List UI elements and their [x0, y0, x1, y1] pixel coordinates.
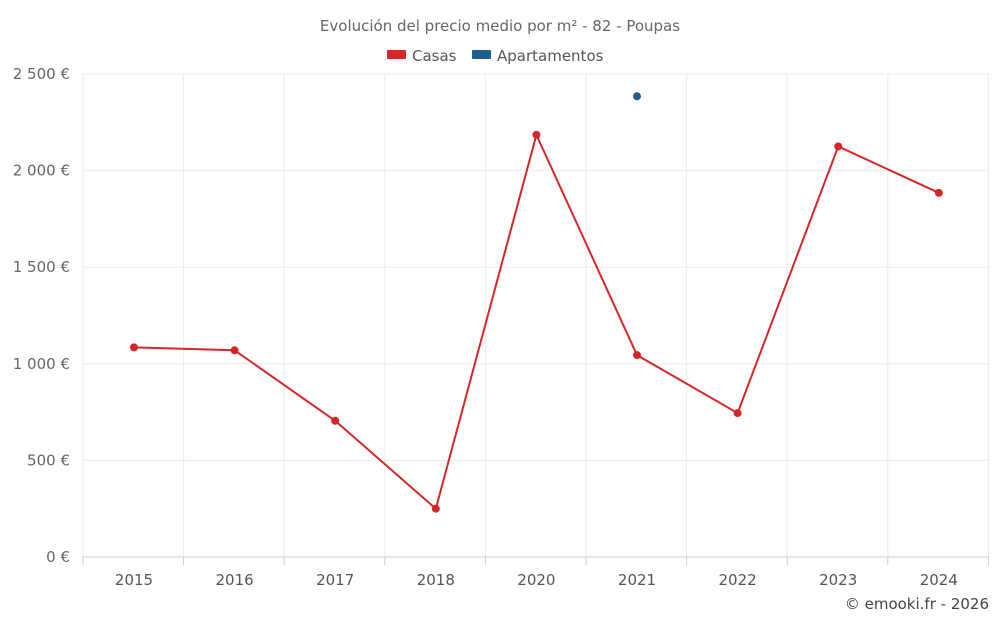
- x-tick-label: 2017: [316, 571, 354, 589]
- x-tick-label: 2023: [819, 571, 857, 589]
- series-layer: [130, 92, 943, 513]
- y-tick-label: 2 500 €: [13, 65, 70, 83]
- data-point-apartamentos-2021[interactable]: [633, 92, 641, 101]
- chart-legend: Casas Apartamentos: [387, 47, 604, 65]
- data-point-casas-2021[interactable]: [633, 351, 641, 360]
- series-apartamentos: [633, 92, 641, 101]
- x-tick-label: 2016: [216, 571, 254, 589]
- grid: [82, 73, 989, 557]
- y-axis: 0 € 500 € 1 000 € 1 500 € 2 000 € 2 500 €: [13, 65, 70, 566]
- data-point-casas-2023[interactable]: [834, 142, 843, 151]
- x-tick-label: 2022: [719, 571, 757, 589]
- y-tick-label: 1 000 €: [13, 355, 70, 373]
- legend-item-casas[interactable]: Casas: [387, 47, 457, 65]
- y-tick-label: 2 000 €: [13, 162, 70, 180]
- data-point-casas-2024[interactable]: [934, 188, 943, 197]
- series-line-casas: [133, 133, 940, 510]
- series-casas: [130, 130, 943, 513]
- credit-text: © emooki.fr - 2026: [845, 595, 989, 613]
- data-point-casas-2018[interactable]: [431, 504, 440, 513]
- x-tick-label: 2024: [920, 571, 958, 589]
- data-point-casas-2016[interactable]: [230, 346, 239, 355]
- legend-label-apartamentos: Apartamentos: [497, 47, 604, 65]
- x-tick-label: 2021: [618, 571, 656, 589]
- legend-item-apartamentos[interactable]: Apartamentos: [472, 47, 604, 65]
- legend-label-casas: Casas: [412, 47, 457, 65]
- data-point-casas-2022[interactable]: [733, 409, 742, 418]
- x-axis: 2015 2016 2017 2018 2020 2021 2022 2023 2024: [82, 556, 989, 589]
- chart-title: Evolución del precio medio por m² - 82 -…: [320, 17, 680, 35]
- y-tick-label: 0 €: [46, 548, 70, 566]
- legend-swatch-apartamentos: [472, 50, 491, 59]
- x-tick-label: 2018: [417, 571, 455, 589]
- y-tick-label: 1 500 €: [13, 258, 70, 276]
- y-tick-label: 500 €: [27, 451, 70, 469]
- x-tick-label: 2015: [115, 571, 153, 589]
- data-point-casas-2015[interactable]: [130, 343, 138, 352]
- data-point-casas-2020[interactable]: [532, 130, 541, 139]
- data-point-casas-2017[interactable]: [331, 416, 340, 425]
- x-tick-label: 2020: [517, 571, 555, 589]
- legend-swatch-casas: [387, 50, 406, 59]
